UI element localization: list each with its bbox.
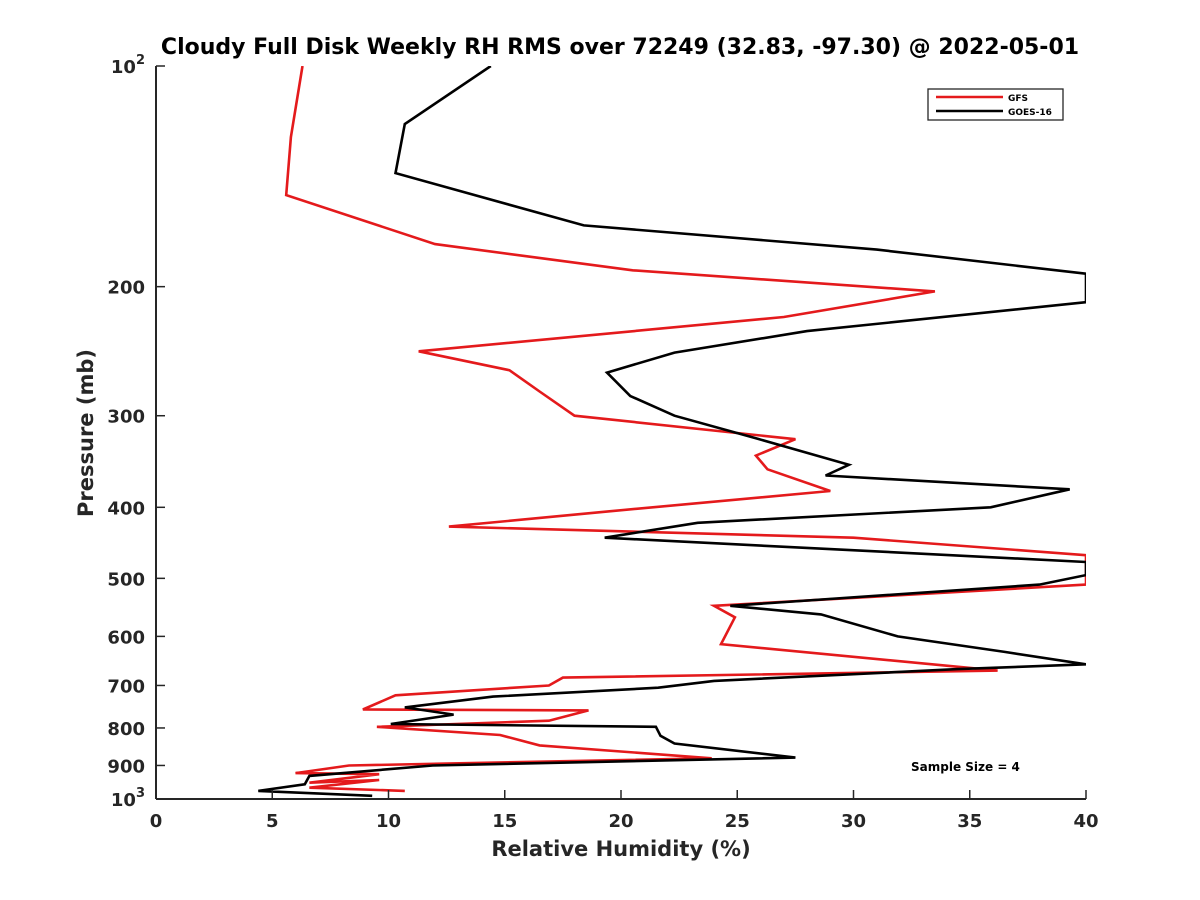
y-tick-label: 700 (107, 676, 145, 697)
x-axis-label: Relative Humidity (%) (491, 837, 750, 861)
y-tick-label: 400 (107, 498, 145, 519)
y-tick-label: 900 (107, 756, 145, 777)
y-tick-label: 300 (107, 407, 145, 428)
series-line-gfs (284, 66, 1086, 793)
x-tick-label: 25 (725, 811, 750, 832)
legend-label-gfs: GFS (1008, 94, 1028, 104)
y-tick-label: 102 (111, 53, 145, 78)
legend: GFS GOES-16 (927, 88, 1064, 121)
y-tick-label: 200 (107, 278, 145, 299)
sample-size-annotation: Sample Size = 4 (911, 760, 1020, 774)
x-tick-label: 30 (841, 811, 866, 832)
x-tick-label: 15 (492, 811, 517, 832)
y-axis-label: Pressure (mb) (74, 349, 98, 517)
chart-title: Cloudy Full Disk Weekly RH RMS over 7224… (161, 35, 1079, 60)
legend-label-goes16: GOES-16 (1008, 108, 1052, 118)
y-ticks: 102 200 300 400 500 600 700 800 900 103 (107, 53, 165, 811)
x-tick-label: 5 (266, 811, 279, 832)
y-tick-label: 600 (107, 627, 145, 648)
y-tick-label: 103 (111, 786, 145, 811)
x-tick-label: 0 (150, 811, 163, 832)
legend-box (927, 88, 1064, 121)
x-tick-label: 10 (376, 811, 401, 832)
series-line-goes16 (258, 66, 1086, 798)
x-ticks: 0 5 10 15 20 25 30 35 40 (150, 790, 1099, 832)
x-tick-label: 40 (1073, 811, 1098, 832)
plot-area (258, 66, 1086, 798)
y-tick-label: 800 (107, 719, 145, 740)
series-layer (258, 66, 1086, 798)
x-tick-label: 35 (957, 811, 982, 832)
y-tick-label: 500 (107, 569, 145, 590)
x-tick-label: 20 (608, 811, 633, 832)
